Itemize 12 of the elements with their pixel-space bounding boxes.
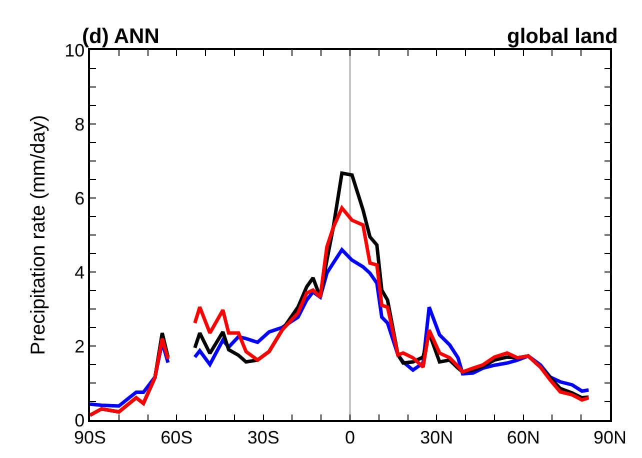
x-tick-label: 60S <box>160 427 193 448</box>
y-tick-label: 4 <box>74 262 85 282</box>
x-tick-label: 0 <box>344 427 356 448</box>
y-axis-title: Precipitation rate (mm/day) <box>28 114 50 356</box>
y-tick-label: 2 <box>74 336 85 356</box>
text: global land <box>507 25 618 48</box>
y-tick-label: 8 <box>74 114 85 134</box>
y-tick-label: 6 <box>74 188 85 208</box>
x-tick-label: 60N <box>506 427 540 448</box>
x-tick-label: 30S <box>247 427 280 448</box>
x-tick-label: 90N <box>593 427 627 448</box>
x-tick-label: 30N <box>420 427 454 448</box>
